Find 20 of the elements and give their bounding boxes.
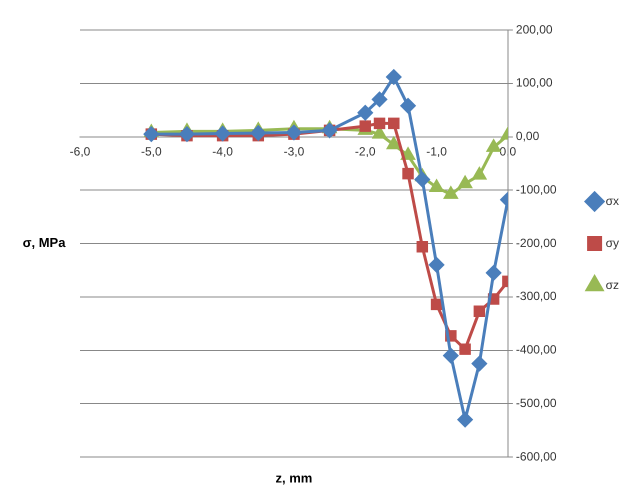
x-tick-label: -2,0 xyxy=(354,144,376,158)
y-tick-label: 0,00 xyxy=(516,129,540,144)
y-tick-label: -400,00 xyxy=(516,342,557,357)
y-tick-label: -500,00 xyxy=(516,396,557,410)
legend-label: σy xyxy=(606,236,619,250)
x-tick-label: -3,0 xyxy=(284,144,305,158)
y-axis-title: σ, MPa xyxy=(22,235,66,250)
y-tick-label: -200,00 xyxy=(516,236,557,250)
y-tick-label: 200,00 xyxy=(516,22,553,36)
legend-label: σz xyxy=(606,278,619,292)
x-axis-title: z, mm xyxy=(276,470,312,486)
x-tick-label: -1,0 xyxy=(426,144,448,158)
legend-label: σx xyxy=(606,194,619,208)
x-tick-label: -6,0 xyxy=(70,144,91,158)
y-tick-label: -100,00 xyxy=(516,182,557,196)
x-tick-label: -4,0 xyxy=(212,144,234,158)
y-tick-label: -300,00 xyxy=(516,289,557,304)
y-tick-label: -600,00 xyxy=(516,449,557,464)
x-tick-label: -5,0 xyxy=(140,144,162,158)
y-tick-label: 100,00 xyxy=(516,76,553,90)
